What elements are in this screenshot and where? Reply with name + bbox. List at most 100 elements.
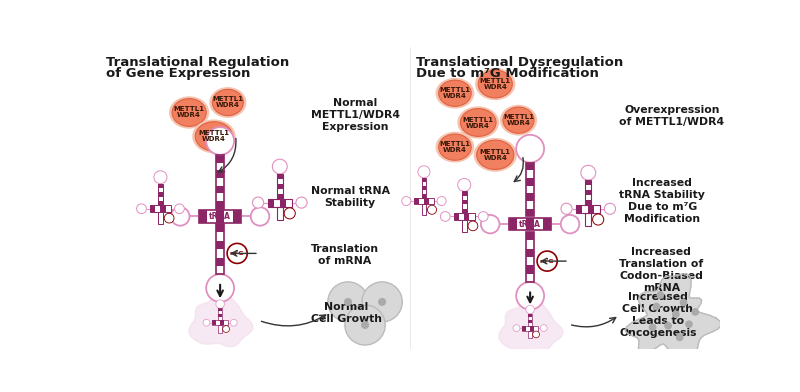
- Ellipse shape: [435, 78, 474, 109]
- Bar: [150, 205, 170, 212]
- Circle shape: [478, 212, 488, 221]
- Bar: [528, 319, 532, 323]
- Bar: [414, 198, 419, 204]
- Bar: [462, 209, 466, 213]
- Circle shape: [361, 321, 369, 329]
- Circle shape: [203, 319, 210, 326]
- Bar: [528, 323, 532, 325]
- Bar: [199, 210, 242, 223]
- Bar: [280, 199, 286, 207]
- Bar: [586, 213, 591, 226]
- Bar: [277, 194, 282, 199]
- Circle shape: [206, 274, 234, 302]
- Bar: [577, 205, 600, 213]
- Ellipse shape: [503, 107, 534, 133]
- Bar: [534, 325, 538, 330]
- Bar: [224, 210, 233, 223]
- Bar: [454, 213, 474, 220]
- Bar: [526, 163, 534, 216]
- Bar: [422, 204, 426, 215]
- Circle shape: [581, 165, 596, 180]
- Bar: [526, 201, 534, 209]
- Text: Translational Regulation: Translational Regulation: [106, 56, 290, 69]
- Circle shape: [272, 159, 287, 174]
- Bar: [158, 188, 163, 192]
- Bar: [543, 218, 551, 230]
- Bar: [220, 320, 224, 325]
- Bar: [216, 210, 224, 223]
- Bar: [526, 249, 534, 257]
- Circle shape: [657, 291, 664, 299]
- Circle shape: [676, 334, 683, 341]
- Bar: [213, 320, 216, 325]
- Circle shape: [328, 282, 368, 322]
- Bar: [526, 265, 534, 274]
- Ellipse shape: [474, 138, 517, 172]
- Circle shape: [164, 213, 174, 223]
- Bar: [422, 190, 426, 194]
- Text: Normal
Cell Growth: Normal Cell Growth: [310, 302, 382, 324]
- Circle shape: [378, 298, 386, 306]
- Ellipse shape: [500, 105, 537, 136]
- Text: METTL1
WDR4: METTL1 WDR4: [212, 96, 243, 109]
- Bar: [218, 311, 222, 314]
- Text: Due to m⁷G Modification: Due to m⁷G Modification: [416, 67, 599, 80]
- Bar: [462, 196, 466, 200]
- Bar: [216, 224, 224, 232]
- Circle shape: [561, 215, 579, 233]
- Circle shape: [203, 352, 209, 358]
- Text: METTL1
WDR4: METTL1 WDR4: [439, 141, 470, 153]
- Bar: [528, 317, 532, 319]
- Circle shape: [516, 282, 544, 310]
- Circle shape: [533, 331, 539, 338]
- Circle shape: [174, 204, 184, 214]
- Circle shape: [561, 203, 572, 214]
- Bar: [286, 199, 291, 207]
- Text: Increased
Translation of
Codon-Biased
mRNA: Increased Translation of Codon-Biased mR…: [619, 247, 703, 293]
- Text: METTL1
WDR4: METTL1 WDR4: [503, 114, 534, 126]
- Bar: [424, 198, 429, 204]
- Bar: [218, 325, 222, 333]
- Bar: [277, 174, 282, 199]
- Text: METTL1
WDR4: METTL1 WDR4: [198, 131, 230, 142]
- Bar: [526, 232, 534, 282]
- Bar: [429, 198, 434, 204]
- Bar: [422, 178, 426, 198]
- Ellipse shape: [438, 80, 471, 106]
- Bar: [586, 190, 591, 195]
- Text: METTL1
WDR4: METTL1 WDR4: [480, 78, 510, 90]
- Circle shape: [532, 358, 538, 363]
- Circle shape: [345, 305, 386, 345]
- Text: Increased
Cell Growth
Leads to
Oncogenesis: Increased Cell Growth Leads to Oncogenes…: [619, 292, 697, 338]
- Circle shape: [537, 251, 558, 271]
- Circle shape: [216, 300, 224, 308]
- Circle shape: [513, 325, 520, 332]
- Bar: [470, 213, 474, 220]
- Bar: [218, 308, 222, 311]
- Bar: [199, 210, 207, 223]
- Bar: [216, 193, 224, 201]
- Circle shape: [222, 352, 227, 358]
- Bar: [158, 184, 163, 188]
- Ellipse shape: [210, 87, 246, 118]
- Circle shape: [154, 171, 167, 184]
- Bar: [268, 199, 274, 207]
- Bar: [462, 200, 466, 204]
- Ellipse shape: [438, 134, 471, 160]
- Circle shape: [672, 310, 680, 318]
- Bar: [207, 210, 216, 223]
- Ellipse shape: [169, 96, 210, 129]
- Circle shape: [649, 323, 657, 331]
- Polygon shape: [626, 274, 721, 356]
- Bar: [274, 199, 280, 207]
- Ellipse shape: [172, 99, 206, 126]
- Bar: [216, 320, 220, 325]
- Ellipse shape: [435, 132, 474, 163]
- Bar: [161, 205, 166, 212]
- Circle shape: [231, 352, 237, 358]
- Ellipse shape: [458, 106, 499, 139]
- Circle shape: [194, 352, 199, 358]
- Text: METTL1
WDR4: METTL1 WDR4: [174, 107, 205, 118]
- Bar: [277, 179, 282, 184]
- Polygon shape: [189, 294, 253, 347]
